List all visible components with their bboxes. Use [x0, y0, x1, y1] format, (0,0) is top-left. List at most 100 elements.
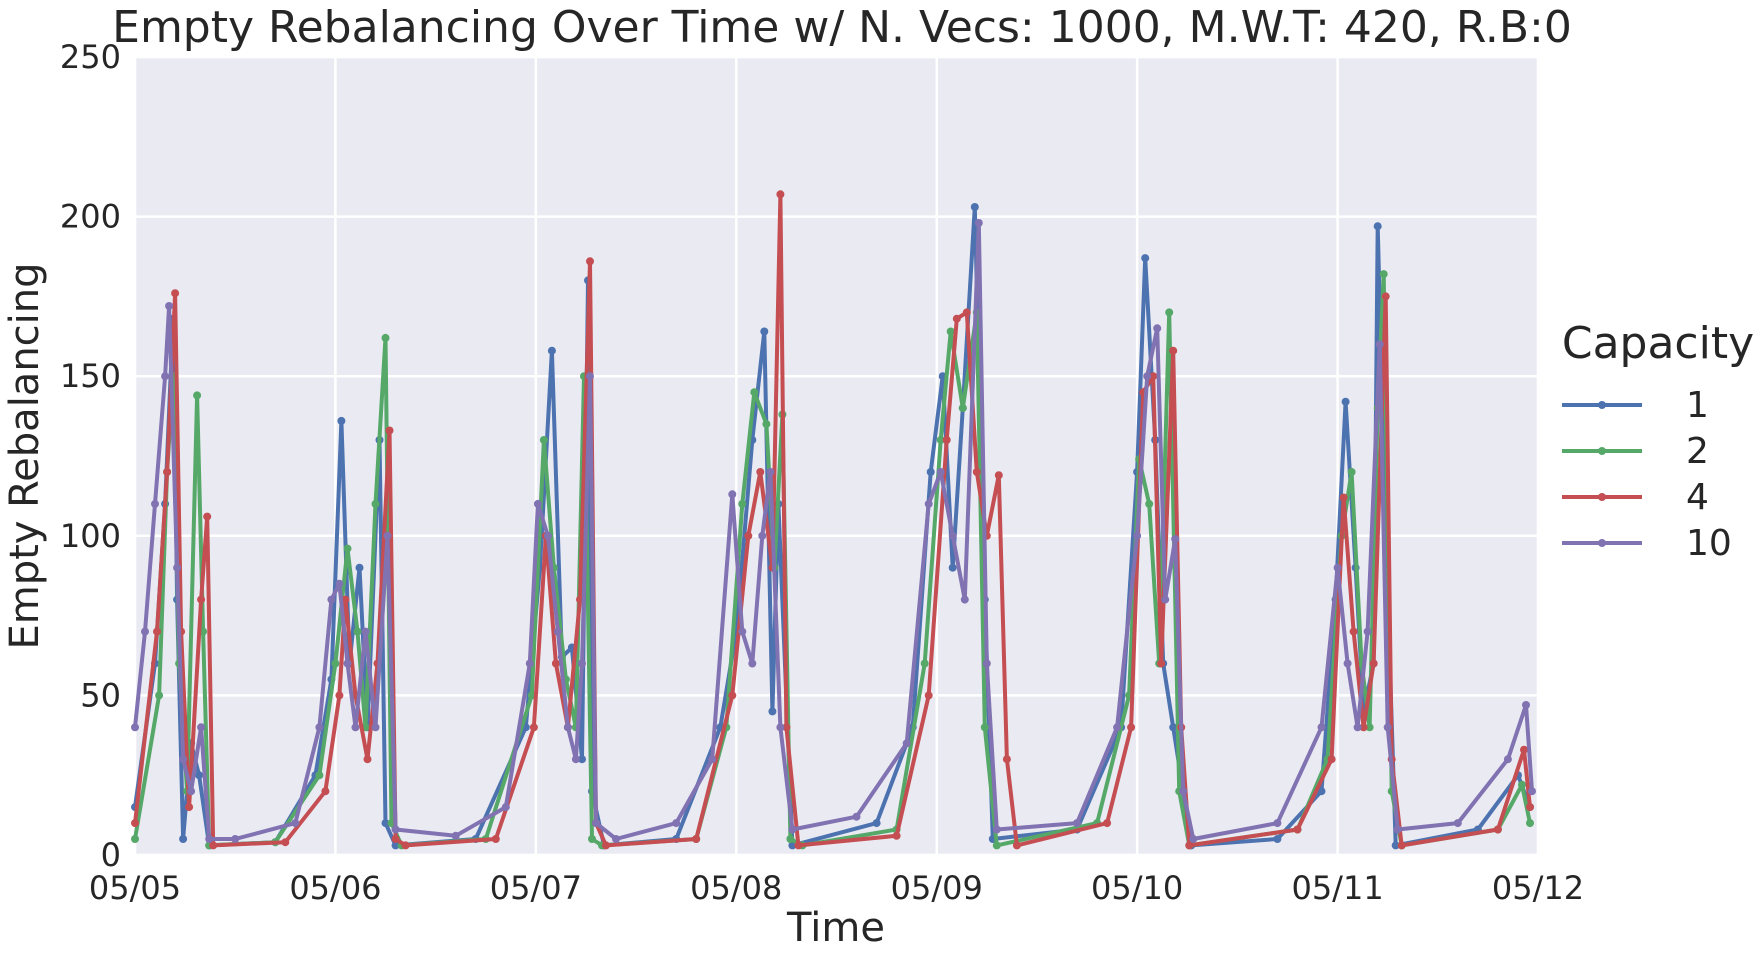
data-point [692, 835, 701, 843]
data-point [1143, 372, 1152, 381]
data-point [794, 841, 803, 850]
data-point [1113, 723, 1122, 732]
data-point [756, 468, 765, 476]
data-point [994, 471, 1003, 480]
data-point [165, 302, 174, 310]
data-point [1363, 627, 1372, 636]
data-point [163, 468, 172, 476]
x-tick-label: 05/10 [1091, 869, 1183, 907]
legend-label: 10 [1686, 523, 1732, 564]
data-point [970, 203, 979, 211]
data-point [782, 723, 791, 732]
data-point [1189, 835, 1198, 843]
legend-item: 1 [1562, 385, 1709, 426]
data-point [952, 314, 961, 323]
data-point [1526, 819, 1534, 828]
data-point [131, 723, 139, 732]
x-tick-label: 05/05 [89, 869, 181, 907]
data-point [327, 595, 336, 604]
data-point [1522, 701, 1530, 709]
data-point [776, 723, 785, 732]
data-point [381, 819, 390, 828]
data-point [1333, 563, 1342, 572]
data-point [728, 691, 737, 700]
data-point [588, 835, 596, 843]
data-point [551, 659, 560, 668]
data-point [892, 831, 901, 840]
legend-marker [1598, 447, 1606, 455]
data-point [1161, 595, 1170, 604]
data-point [738, 627, 747, 636]
y-tick-label: 250 [60, 38, 121, 76]
data-point [533, 499, 542, 508]
data-point [920, 659, 929, 668]
legend: Capacity 1 2 4 10 [1562, 318, 1754, 564]
data-point [195, 771, 204, 780]
data-point [926, 468, 935, 476]
data-point [738, 499, 747, 508]
y-tick-label: 200 [60, 198, 121, 236]
data-point [563, 723, 572, 732]
data-point [592, 819, 600, 828]
legend-item: 4 [1562, 477, 1709, 518]
data-point [972, 468, 981, 476]
data-point [1103, 819, 1112, 828]
data-point [936, 436, 945, 444]
legend-label: 2 [1686, 431, 1709, 472]
data-point [1528, 787, 1536, 796]
data-point [529, 723, 538, 732]
data-point [161, 372, 170, 381]
data-point [786, 835, 795, 843]
data-point [1012, 841, 1021, 850]
data-point [391, 835, 400, 843]
data-point [1317, 723, 1326, 732]
data-point [948, 563, 957, 572]
data-point [1145, 499, 1154, 508]
data-point [205, 835, 214, 843]
data-point [1347, 468, 1356, 476]
data-point [1171, 535, 1180, 543]
y-tick-label: 0 [101, 836, 121, 874]
data-point [209, 841, 218, 850]
x-tick-label: 05/12 [1492, 869, 1584, 907]
data-point [1359, 723, 1368, 732]
data-point [748, 659, 757, 668]
data-point [151, 499, 159, 508]
data-point [1127, 723, 1136, 732]
data-point [343, 544, 352, 553]
data-point [281, 838, 290, 847]
legend-item: 2 [1562, 431, 1709, 472]
y-tick-label: 50 [80, 676, 121, 714]
data-point [1526, 803, 1534, 812]
data-point [401, 841, 410, 850]
data-point [371, 499, 380, 508]
data-point [1169, 723, 1178, 732]
data-point [525, 659, 534, 668]
data-point [750, 388, 759, 397]
data-point [788, 825, 797, 834]
data-point [1353, 723, 1362, 732]
data-point [924, 691, 933, 700]
data-point [902, 739, 911, 748]
data-point [543, 531, 552, 540]
data-point [337, 416, 346, 425]
x-tick-label: 05/06 [289, 869, 381, 907]
data-point [788, 841, 797, 850]
data-point [197, 595, 206, 604]
data-point [758, 531, 767, 540]
data-point [1165, 308, 1174, 317]
data-point [185, 803, 194, 812]
data-point [962, 308, 971, 317]
data-point [1453, 819, 1462, 828]
data-point [1293, 825, 1302, 834]
data-point [992, 825, 1001, 834]
legend-label: 4 [1686, 477, 1709, 518]
x-tick-label: 05/08 [690, 869, 782, 907]
data-point [852, 812, 861, 821]
data-point [371, 723, 380, 732]
data-point [1157, 659, 1166, 668]
data-point [501, 803, 510, 812]
data-point [960, 595, 969, 604]
y-axis-label: Empty Rebalancing [2, 262, 48, 649]
data-point [131, 819, 139, 828]
